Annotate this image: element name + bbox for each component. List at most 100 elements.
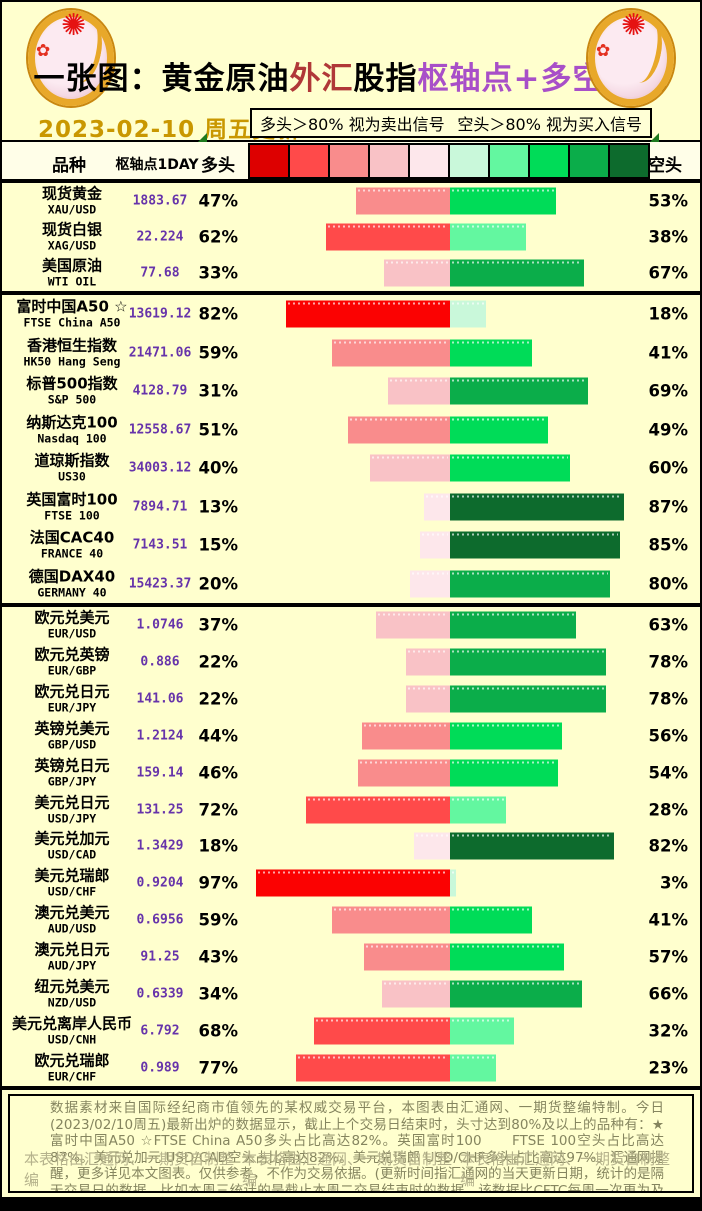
instrument-name: 欧元兑瑞郎	[34, 1051, 110, 1070]
table-row: 英镑兑美元 GBP/USD 1.2124 44% 56%	[2, 718, 700, 755]
bar-track	[250, 1054, 650, 1082]
short-bar	[450, 1017, 514, 1045]
pivot-value: 22.224	[136, 229, 184, 245]
table-row: 澳元兑美元 AUD/USD 0.6956 59% 41%	[2, 902, 700, 939]
instrument-name: 香港恒生指数	[26, 336, 117, 355]
table-section: 欧元兑美元 EUR/USD 1.0746 37% 63% 欧元兑英镑 EUR/GBP 0.88…	[2, 607, 700, 1090]
instrument-code: FTSE China A50	[23, 315, 121, 330]
short-bar	[450, 685, 606, 713]
scale-swatch	[488, 143, 530, 179]
pivot-value: 7143.51	[132, 537, 188, 553]
instrument-cell: 现货白银 XAG/USD	[10, 220, 134, 253]
pivot-value: 0.6339	[136, 986, 184, 1002]
instrument-cell: 美元兑瑞郎 USD/CHF	[10, 867, 134, 899]
table-row: 纽元兑美元 NZD/USD 0.6339 34% 66%	[2, 975, 700, 1012]
instrument-code: FTSE 100	[44, 508, 100, 523]
pivot-value: 12558.67	[128, 422, 192, 438]
bar-track	[250, 416, 650, 444]
pivot-value: 34003.12	[128, 460, 192, 476]
instrument-name: 英镑兑美元	[34, 719, 110, 738]
short-bar	[450, 570, 610, 598]
instrument-name: 英镑兑日元	[34, 756, 110, 775]
instrument-name: 道琼斯指数	[34, 451, 110, 470]
column-header-band: 品种 枢轴点1DAY 多头 空头	[2, 133, 700, 183]
instrument-cell: 美国原油 WTI OIL	[10, 256, 134, 289]
instrument-code: GBP/USD	[47, 737, 97, 752]
table-row: 欧元兑日元 EUR/JPY 141.06 22% 78%	[2, 681, 700, 718]
long-bar	[326, 223, 450, 251]
instrument-cell: 标普500指数 S&P 500	[10, 375, 134, 407]
instrument-name: 美元兑离岸人民币	[11, 1014, 132, 1033]
table-row: 香港恒生指数 HK50 Hang Seng 21471.06 59% 41%	[2, 334, 700, 373]
table-row: 现货白银 XAG/USD 22.224 62% 38%	[2, 219, 700, 255]
short-bar	[450, 493, 624, 521]
table-row: 法国CAC40 FRANCE 40 7143.51 15% 85%	[2, 526, 700, 565]
scale-swatch	[528, 143, 570, 179]
coin-badge-right-icon	[588, 10, 674, 106]
table-row: 德国DAX40 GERMANY 40 15423.37 20% 80%	[2, 565, 700, 604]
instrument-code: EUR/CHF	[47, 1069, 97, 1084]
table-row: 欧元兑美元 EUR/USD 1.0746 37% 63%	[2, 607, 700, 644]
column-header-short: 空头	[648, 156, 682, 176]
instrument-cell: 澳元兑美元 AUD/USD	[10, 904, 134, 936]
long-percent: 22%	[198, 689, 239, 709]
instrument-name: 美国原油	[41, 256, 102, 275]
short-percent: 53%	[648, 191, 689, 211]
long-percent: 37%	[198, 615, 239, 635]
long-percent: 47%	[198, 191, 239, 211]
long-bar	[362, 722, 450, 750]
instrument-code: XAG/USD	[47, 238, 97, 253]
instrument-cell: 纽元兑美元 NZD/USD	[10, 978, 134, 1010]
short-bar	[450, 832, 614, 860]
short-bar	[450, 187, 556, 215]
long-percent: 15%	[198, 535, 239, 555]
instrument-code: Nasdaq 100	[37, 431, 107, 446]
bar-track	[250, 570, 650, 598]
bar-track	[250, 796, 650, 824]
instrument-cell: 欧元兑美元 EUR/USD	[10, 609, 134, 641]
instrument-name: 英国富时100	[26, 490, 118, 509]
legend-box: 多头＞80% 视为卖出信号 空头＞80% 视为买入信号	[250, 108, 652, 138]
scale-swatch	[368, 143, 410, 179]
pivot-value: 4128.79	[132, 383, 188, 399]
short-percent: 78%	[648, 652, 689, 672]
instrument-code: USD/CNH	[47, 1032, 97, 1047]
bar-track	[250, 685, 650, 713]
bar-track	[250, 611, 650, 639]
short-bar	[450, 611, 576, 639]
coin-branch-decoration	[623, 18, 668, 86]
instrument-code: EUR/GBP	[47, 663, 97, 678]
short-bar	[450, 223, 526, 251]
scale-swatch	[448, 143, 490, 179]
instrument-code: HK50 Hang Seng	[23, 354, 121, 369]
long-percent: 40%	[198, 458, 239, 478]
short-percent: 78%	[648, 689, 689, 709]
instrument-name: 澳元兑日元	[34, 940, 110, 959]
instrument-cell: 道琼斯指数 US30	[10, 451, 134, 484]
long-bar	[424, 493, 450, 521]
instrument-cell: 现货黄金 XAU/USD	[10, 185, 134, 217]
scale-swatch	[568, 143, 610, 179]
long-percent: 82%	[198, 304, 239, 324]
short-bar	[450, 1054, 496, 1082]
short-percent: 63%	[648, 615, 689, 635]
short-percent: 85%	[648, 535, 689, 555]
long-bar	[306, 796, 450, 824]
column-header-variety: 品种	[52, 156, 86, 176]
instrument-code: AUD/USD	[47, 921, 97, 936]
pivot-value: 91.25	[140, 949, 180, 965]
bar-track	[250, 223, 650, 251]
instrument-cell: 纳斯达克100 Nasdaq 100	[10, 413, 134, 446]
instrument-code: GERMANY 40	[37, 585, 107, 600]
instrument-name: 现货白银	[41, 220, 102, 239]
instrument-name: 纳斯达克100	[26, 413, 118, 432]
long-bar	[410, 570, 450, 598]
table-row: 欧元兑英镑 EUR/GBP 0.886 22% 78%	[2, 644, 700, 681]
table-row: 标普500指数 S&P 500 4128.79 31% 69%	[2, 372, 700, 411]
long-percent: 97%	[198, 873, 239, 893]
long-bar	[256, 869, 450, 897]
long-percent: 33%	[198, 263, 239, 283]
instrument-cell: 英国富时100 FTSE 100	[10, 490, 134, 523]
long-bar	[358, 759, 450, 787]
